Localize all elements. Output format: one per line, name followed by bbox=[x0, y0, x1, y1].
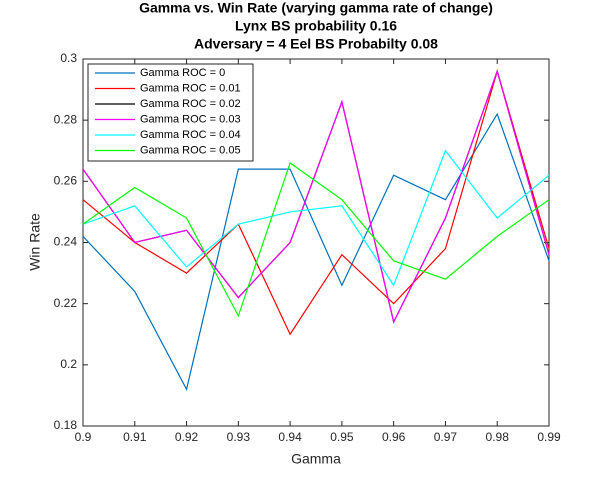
x-tick-label: 0.91 bbox=[123, 430, 147, 444]
legend-label: Gamma ROC = 0 bbox=[140, 67, 225, 79]
x-tick-label: 0.99 bbox=[537, 430, 561, 444]
data-line bbox=[82, 149, 550, 287]
x-tick-label: 0.93 bbox=[227, 430, 251, 444]
y-tick-label: 0.28 bbox=[54, 112, 78, 126]
data-line bbox=[82, 69, 550, 336]
x-tick-label: 0.9 bbox=[75, 430, 92, 444]
y-tick-label: 0.26 bbox=[54, 174, 78, 188]
x-tick-label: 0.97 bbox=[434, 430, 458, 444]
data-line bbox=[82, 162, 550, 318]
x-tick-label: 0.96 bbox=[382, 430, 406, 444]
chart-subtitle: Lynx BS probability 0.16 bbox=[235, 18, 397, 34]
y-axis-label: Win Rate bbox=[27, 213, 43, 271]
legend-box bbox=[87, 63, 254, 162]
y-tick-label: 0.24 bbox=[54, 235, 78, 249]
legend-label: Gamma ROC = 0.02 bbox=[140, 98, 241, 110]
x-tick-label: 0.98 bbox=[486, 430, 510, 444]
data-line bbox=[82, 112, 550, 391]
x-tick-label: 0.95 bbox=[330, 430, 354, 444]
legend-label: Gamma ROC = 0.01 bbox=[140, 82, 241, 94]
x-tick-label: 0.92 bbox=[175, 430, 199, 444]
legend-label: Gamma ROC = 0.03 bbox=[140, 113, 241, 125]
chart-subtitle: Adversary = 4 Eel BS Probabilty 0.08 bbox=[194, 36, 438, 52]
y-tick-label: 0.18 bbox=[54, 418, 78, 432]
x-tick-label: 0.94 bbox=[278, 430, 302, 444]
y-tick-label: 0.3 bbox=[60, 51, 77, 65]
y-tick-label: 0.22 bbox=[54, 296, 78, 310]
legend-label: Gamma ROC = 0.04 bbox=[140, 129, 241, 141]
chart-title: Gamma vs. Win Rate (varying gamma rate o… bbox=[139, 0, 493, 16]
legend-label: Gamma ROC = 0.05 bbox=[140, 144, 241, 156]
y-tick-label: 0.2 bbox=[60, 357, 77, 371]
x-axis-label: Gamma bbox=[291, 451, 341, 467]
